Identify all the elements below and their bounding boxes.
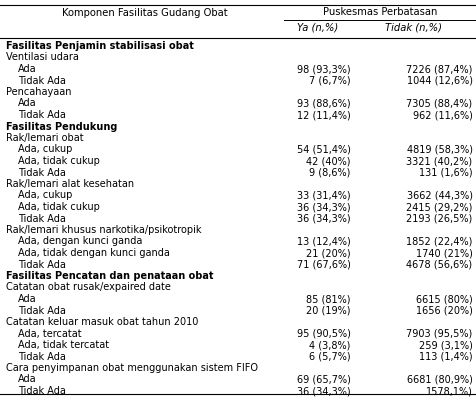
Text: 95 (90,5%): 95 (90,5%) [296,328,350,339]
Text: Ada: Ada [18,375,36,384]
Text: 71 (67,6%): 71 (67,6%) [296,259,350,270]
Text: 4 (3,8%): 4 (3,8%) [308,340,350,350]
Text: Tidak Ada: Tidak Ada [18,110,65,120]
Text: Ya (n,%): Ya (n,%) [296,22,337,32]
Text: 1852 (22,4%): 1852 (22,4%) [406,236,472,247]
Text: 7 (6,7%): 7 (6,7%) [308,76,350,85]
Text: Fasilitas Penjamin stabilisasi obat: Fasilitas Penjamin stabilisasi obat [6,41,193,51]
Text: 1740 (21%): 1740 (21%) [415,248,472,258]
Text: Tidak Ada: Tidak Ada [18,351,65,362]
Text: 13 (12,4%): 13 (12,4%) [296,236,350,247]
Text: 259 (3,1%): 259 (3,1%) [418,340,472,350]
Text: Tidak Ada: Tidak Ada [18,386,65,396]
Text: Catatan obat rusak/expaired date: Catatan obat rusak/expaired date [6,283,170,292]
Text: 54 (51,4%): 54 (51,4%) [296,144,350,155]
Text: 3321 (40,2%): 3321 (40,2%) [406,156,472,166]
Text: Cara penyimpanan obat menggunakan sistem FIFO: Cara penyimpanan obat menggunakan sistem… [6,363,257,373]
Text: 33 (31,4%): 33 (31,4%) [297,191,350,200]
Text: 7226 (87,4%): 7226 (87,4%) [406,64,472,74]
Text: 21 (20%): 21 (20%) [305,248,350,258]
Text: Rak/lemari alat kesehatan: Rak/lemari alat kesehatan [6,179,134,189]
Text: Ada, cukup: Ada, cukup [18,191,72,200]
Text: Fasilitas Pendukung: Fasilitas Pendukung [6,121,117,132]
Text: 9 (8,6%): 9 (8,6%) [308,168,350,178]
Text: 93 (88,6%): 93 (88,6%) [297,99,350,108]
Text: 2415 (29,2%): 2415 (29,2%) [406,202,472,212]
Text: Fasilitas Pencatan dan penataan obat: Fasilitas Pencatan dan penataan obat [6,271,213,281]
Text: Tidak Ada: Tidak Ada [18,259,65,270]
Text: 1578,1%): 1578,1%) [425,386,472,396]
Text: Ada: Ada [18,64,36,74]
Text: 4678 (56,6%): 4678 (56,6%) [406,259,472,270]
Text: Ada, tidak cukup: Ada, tidak cukup [18,202,99,212]
Text: Tidak Ada: Tidak Ada [18,213,65,223]
Text: 36 (34,3%): 36 (34,3%) [297,386,350,396]
Text: Ada, dengan kunci ganda: Ada, dengan kunci ganda [18,236,142,247]
Text: Pencahayaan: Pencahayaan [6,87,71,97]
Text: 98 (93,3%): 98 (93,3%) [297,64,350,74]
Text: 7305 (88,4%): 7305 (88,4%) [406,99,472,108]
Text: Puskesmas Perbatasan: Puskesmas Perbatasan [323,7,436,17]
Text: 1044 (12,6%): 1044 (12,6%) [406,76,472,85]
Text: 36 (34,3%): 36 (34,3%) [297,202,350,212]
Text: 3662 (44,3%): 3662 (44,3%) [406,191,472,200]
Text: 4819 (58,3%): 4819 (58,3%) [406,144,472,155]
Text: Catatan keluar masuk obat tahun 2010: Catatan keluar masuk obat tahun 2010 [6,317,198,327]
Text: Tidak Ada: Tidak Ada [18,306,65,315]
Text: Ventilasi udara: Ventilasi udara [6,52,79,63]
Text: 6681 (80,9%): 6681 (80,9%) [406,375,472,384]
Text: Ada, cukup: Ada, cukup [18,144,72,155]
Text: 42 (40%): 42 (40%) [306,156,350,166]
Text: 131 (1,6%): 131 (1,6%) [418,168,472,178]
Text: 12 (11,4%): 12 (11,4%) [296,110,350,120]
Text: 20 (19%): 20 (19%) [306,306,350,315]
Text: 962 (11,6%): 962 (11,6%) [412,110,472,120]
Text: Ada, tidak cukup: Ada, tidak cukup [18,156,99,166]
Text: Ada, tidak dengan kunci ganda: Ada, tidak dengan kunci ganda [18,248,169,258]
Text: Tidak (n,%): Tidak (n,%) [385,22,441,32]
Text: 6615 (80%): 6615 (80%) [415,294,472,304]
Text: 85 (81%): 85 (81%) [306,294,350,304]
Text: 69 (65,7%): 69 (65,7%) [296,375,350,384]
Text: 1656 (20%): 1656 (20%) [415,306,472,315]
Text: 6 (5,7%): 6 (5,7%) [308,351,350,362]
Text: Ada: Ada [18,99,36,108]
Text: Tidak Ada: Tidak Ada [18,168,65,178]
Text: Ada: Ada [18,294,36,304]
Text: 2193 (26,5%): 2193 (26,5%) [406,213,472,223]
Text: Tidak Ada: Tidak Ada [18,76,65,85]
Text: Rak/lemari khusus narkotika/psikotropik: Rak/lemari khusus narkotika/psikotropik [6,225,201,235]
Text: Rak/lemari obat: Rak/lemari obat [6,133,83,143]
Text: 7903 (95,5%): 7903 (95,5%) [406,328,472,339]
Text: Komponen Fasilitas Gudang Obat: Komponen Fasilitas Gudang Obat [62,7,227,18]
Text: 36 (34,3%): 36 (34,3%) [297,213,350,223]
Text: Ada, tidak tercatat: Ada, tidak tercatat [18,340,109,350]
Text: 113 (1,4%): 113 (1,4%) [418,351,472,362]
Text: Ada, tercatat: Ada, tercatat [18,328,81,339]
